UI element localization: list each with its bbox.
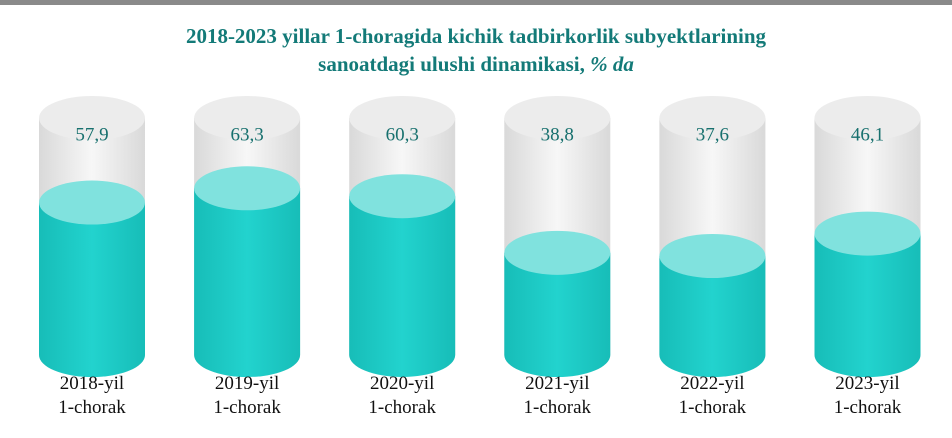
cylinder-back-top — [194, 96, 301, 140]
bar — [659, 255, 766, 377]
bar — [814, 233, 921, 377]
bar — [39, 202, 145, 377]
cylinder-back-top — [504, 96, 611, 140]
bar — [194, 188, 301, 377]
bar-top — [659, 233, 766, 278]
bar-top — [814, 211, 921, 256]
chart-title-box: 2018-2023 yillar 1-choragida kichik tadb… — [0, 22, 952, 78]
value-label: 38,8 — [541, 124, 574, 145]
x-tick-label: 2018-yil 1-chorak — [58, 373, 126, 418]
cylinder-back-top — [814, 96, 921, 140]
value-label: 37,6 — [696, 124, 729, 145]
top-rule — [0, 0, 952, 5]
bar — [349, 196, 456, 377]
bar-top — [194, 166, 301, 211]
value-label: 63,3 — [230, 124, 263, 145]
x-tick-label: 2020-yil 1-chorak — [368, 373, 436, 418]
x-tick-label: 2021-yil 1-chorak — [523, 373, 592, 418]
x-tick-label: 2022-yil 1-chorak — [678, 373, 747, 418]
bar-top — [39, 180, 145, 225]
value-label: 46,1 — [851, 124, 884, 145]
x-tick-label: 2019-yil 1-chorak — [213, 373, 281, 418]
bar — [504, 252, 611, 377]
cylinder-back-top — [659, 96, 766, 140]
x-tick-label: 2023-yil 1-chorak — [833, 373, 902, 418]
cylinder-back-top — [39, 96, 145, 140]
value-label: 60,3 — [386, 124, 419, 145]
bar-top — [349, 174, 456, 219]
bar-top — [504, 230, 611, 275]
value-label: 57,9 — [75, 124, 108, 145]
chart-title-unit: % da — [590, 52, 634, 76]
cylinder-back-top — [349, 96, 456, 140]
chart-title: 2018-2023 yillar 1-choragida kichik tadb… — [185, 24, 767, 76]
